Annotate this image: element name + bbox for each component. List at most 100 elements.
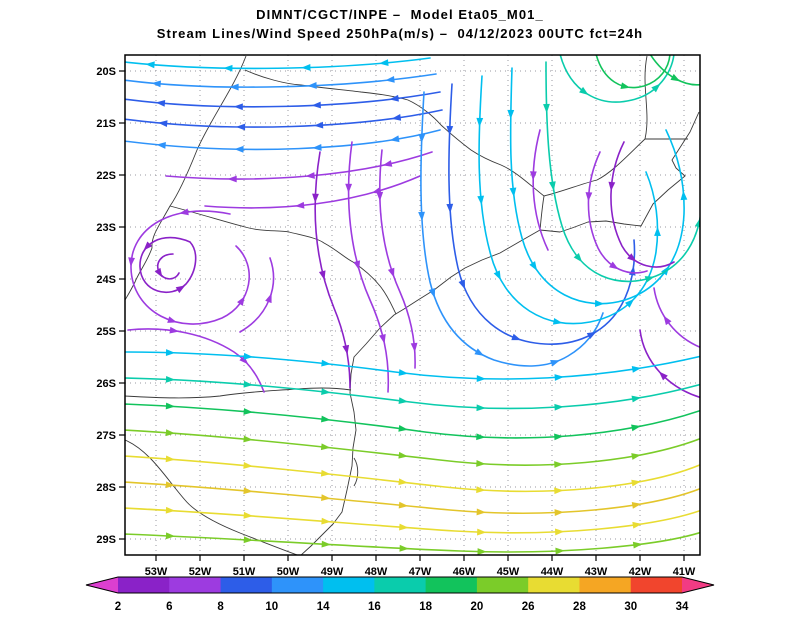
colorbar-segment <box>323 577 375 593</box>
y-tick-label: 26S <box>96 378 116 390</box>
streamline-arrowhead <box>554 461 564 468</box>
streamline-arrowhead <box>321 388 331 395</box>
streamline-arrowhead <box>223 64 233 72</box>
streamline <box>653 287 700 348</box>
streamline-arrowhead <box>154 267 163 278</box>
streamline-arrowhead <box>509 187 517 198</box>
streamline-arrowhead <box>550 360 560 367</box>
streamline-arrowhead <box>476 433 486 441</box>
x-tick-label: 46W <box>453 566 476 578</box>
streamline-arrowhead <box>243 380 253 388</box>
streamline-arrowhead <box>446 203 454 214</box>
streamline-arrowhead <box>476 117 484 128</box>
streamline <box>314 151 351 389</box>
streamline <box>509 67 685 305</box>
streamline-arrowhead <box>165 532 176 540</box>
streamline-arrowhead <box>585 192 593 202</box>
streamline-arrowhead <box>156 142 166 149</box>
basemap <box>125 55 700 555</box>
colorbar-level-label: 34 <box>676 601 689 613</box>
streamline-arrowhead <box>237 296 245 306</box>
streamline-arrowhead <box>165 429 176 437</box>
colorbar-segment <box>220 577 273 593</box>
y-tick-label: 24S <box>96 274 116 286</box>
streamline-arrowhead <box>321 359 331 367</box>
streamline-arrowhead <box>670 73 681 82</box>
streamline-arrowhead <box>555 547 565 555</box>
x-tick-label: 51W <box>233 566 256 578</box>
streamline-arrowhead <box>399 523 409 531</box>
streamline-arrowhead <box>554 403 564 411</box>
streamline-arrowhead <box>631 366 642 373</box>
streamline-arrowhead <box>151 80 161 88</box>
streamline-arrowhead <box>243 462 253 469</box>
streamline-arrowhead <box>477 195 485 206</box>
streamline-arrowhead <box>586 331 597 340</box>
streamline-arrowhead <box>312 193 319 203</box>
streamlines <box>125 55 700 555</box>
colorbar-level-label: 18 <box>419 601 432 613</box>
streamline-arrowhead <box>233 103 243 111</box>
streamline-arrowhead <box>165 481 176 489</box>
streamline-arrowhead <box>529 171 537 181</box>
streamline-arrowhead <box>165 506 176 514</box>
colorbar-segment <box>374 577 427 593</box>
streamline <box>130 210 250 325</box>
streamline-arrowhead <box>145 61 155 69</box>
streamline-arrowhead <box>428 288 436 298</box>
colorbar-outline <box>85 576 715 594</box>
streamline-arrowhead <box>179 208 189 216</box>
streamline-arrowhead <box>239 355 249 365</box>
colorbar-level-label: 10 <box>265 601 278 613</box>
streamline-arrowhead <box>379 59 389 67</box>
streamline-arrowhead <box>418 133 426 144</box>
colorbar-segment <box>118 577 170 593</box>
x-tick-label: 43W <box>585 566 608 578</box>
y-tick-label: 28S <box>96 482 116 494</box>
streamline-arrowhead <box>398 478 408 486</box>
streamline <box>125 351 700 380</box>
streamline <box>420 91 604 367</box>
streamline-arrowhead <box>511 333 522 341</box>
streamline-arrowhead <box>410 342 418 353</box>
streamline-arrowhead <box>554 374 564 381</box>
streamline-arrowhead <box>301 64 311 71</box>
streamline <box>125 429 700 466</box>
colorbar-level-label: 8 <box>217 601 224 613</box>
streamline <box>127 328 265 393</box>
streamline-arrowhead <box>663 315 672 326</box>
streamline-arrowhead <box>554 509 564 516</box>
colorbar-segment <box>169 577 222 593</box>
streamline-arrowhead <box>631 424 641 432</box>
streamline-arrowhead <box>477 548 487 555</box>
streamline-arrowhead <box>167 316 178 323</box>
x-tick-label: 41W <box>673 566 696 578</box>
streamline <box>532 129 549 251</box>
streamline-arrowhead <box>243 435 253 443</box>
streamline-arrowhead <box>321 517 331 525</box>
streamline-arrowhead <box>628 266 636 276</box>
streamline <box>125 377 700 410</box>
streamline-arrowhead <box>631 395 642 403</box>
colorbar-segment <box>630 577 683 593</box>
coastline-border <box>353 457 359 487</box>
streamline-arrowhead <box>554 433 564 441</box>
streamline-arrowhead <box>389 94 399 102</box>
colorbar-level-label: 26 <box>522 601 535 613</box>
colorbar-level-label: 20 <box>471 601 484 613</box>
streamline-arrowhead <box>389 135 400 143</box>
streamline-arrowhead <box>549 181 556 191</box>
streamline <box>378 149 416 369</box>
streamline-arrowhead <box>376 191 384 202</box>
streamline-arrowhead <box>398 451 408 459</box>
streamline-arrowhead <box>595 300 605 307</box>
x-tick-label: 42W <box>629 566 652 578</box>
streamline-arrowhead <box>320 443 331 451</box>
y-tick-label: 22S <box>96 170 116 182</box>
streamline-arrowhead <box>631 453 641 460</box>
coastline-border <box>644 55 648 140</box>
streamline-arrowhead <box>318 270 326 281</box>
streamline-arrowhead <box>143 241 153 251</box>
streamline-arrowhead <box>158 120 168 127</box>
streamline-arrowhead <box>474 348 485 356</box>
